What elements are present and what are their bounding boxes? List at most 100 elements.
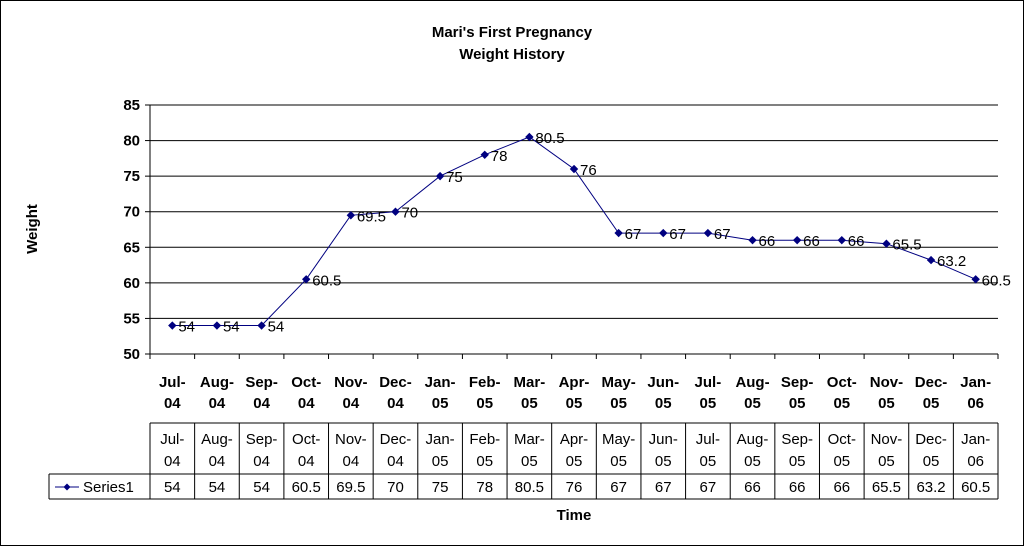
x-tick-label: 05	[878, 395, 895, 412]
table-header-cell: 05	[700, 453, 717, 470]
table-header-cell: Dec-	[380, 431, 412, 448]
y-tick-label: 50	[123, 346, 140, 363]
data-point	[614, 228, 623, 238]
table-value-cell: 66	[789, 479, 806, 496]
data-point	[659, 228, 668, 238]
data-point	[302, 275, 311, 284]
y-tick-label: 65	[123, 239, 140, 256]
table-header-cell: 04	[164, 453, 181, 470]
x-tick-label: Jan-	[960, 374, 991, 391]
x-tick-labels: Jul- 04 Aug- 04 Sep- 04 Oct- 04 Nov- 04 Dec- 04 Jan-…	[159, 374, 991, 412]
x-tick-label: Aug-	[200, 374, 234, 391]
x-tick-label: 05	[744, 395, 761, 412]
table-header-cell: Jan-	[426, 431, 455, 448]
table-header-cell: 05	[923, 453, 940, 470]
data-labels: 54 54 54 60.5 69.5 70 75 78 80.5 76 67 67 67 66 66 66 65…	[178, 130, 1011, 336]
table-header-cell: 05	[610, 453, 627, 470]
x-tick-label: 06	[967, 395, 984, 412]
x-tick-label: 04	[298, 395, 315, 412]
table-value-cell: 78	[476, 479, 493, 496]
table-header-cell: 05	[789, 453, 806, 470]
data-label: 60.5	[982, 272, 1011, 289]
data-point	[480, 150, 489, 160]
data-point	[569, 164, 579, 174]
x-tick-label: 04	[209, 395, 226, 412]
table-header-cell: 04	[253, 453, 270, 470]
legend-marker	[63, 483, 71, 491]
x-tick-label: May-	[602, 374, 636, 391]
x-tick-label: 05	[700, 395, 717, 412]
x-axis-title: Time	[557, 507, 592, 524]
data-point	[792, 235, 802, 245]
x-tick-label: 04	[164, 395, 181, 412]
table-value-cell: 67	[610, 479, 627, 496]
table-header-cell: Feb-	[469, 431, 500, 448]
table-header-cell: 04	[342, 453, 359, 470]
y-tick-label: 75	[123, 168, 140, 185]
x-tick-label: 05	[833, 395, 850, 412]
data-label: 67	[714, 226, 731, 243]
table-header-cell: 04	[298, 453, 315, 470]
x-tick-label: 04	[387, 395, 404, 412]
x-tick-label: Feb-	[469, 374, 501, 391]
x-tick-label: 04	[342, 395, 359, 412]
table-header-cell: 04	[387, 453, 404, 470]
table-header-cell: Sep-	[781, 431, 813, 448]
table-header-cell: Apr-	[560, 431, 588, 448]
table-value-cell: 70	[387, 479, 404, 496]
y-tick-labels: 50 55 60 65 70 75 80 85	[123, 97, 140, 363]
x-tick-label: Dec-	[379, 374, 412, 391]
data-label: 80.5	[535, 130, 564, 147]
table-value-cell: 76	[566, 479, 583, 496]
chart-subtitle: Weight History	[459, 46, 565, 63]
data-label: 69.5	[357, 208, 386, 225]
table-header-cell: May-	[602, 431, 635, 448]
data-label: 54	[223, 319, 240, 336]
data-point	[882, 239, 891, 248]
table-header-cell: Nov-	[871, 431, 903, 448]
data-label: 66	[848, 233, 865, 250]
table-value-cell: 54	[164, 479, 181, 496]
data-point	[168, 321, 177, 330]
series-layer	[168, 132, 980, 330]
x-tick-label: 05	[655, 395, 672, 412]
table-header-cell: Jul-	[160, 431, 184, 448]
table-value-cell: 65.5	[872, 479, 901, 496]
table-header-cell: 05	[476, 453, 493, 470]
data-point	[435, 171, 445, 181]
y-tick-label: 60	[123, 275, 140, 292]
legend-series-name: Series1	[83, 479, 134, 496]
data-label: 76	[580, 162, 597, 179]
x-tick-label: 05	[610, 395, 627, 412]
x-tick-label: Oct-	[291, 374, 321, 391]
table-value-cell: 67	[655, 479, 672, 496]
data-label: 75	[446, 169, 463, 186]
data-point	[346, 211, 356, 220]
data-point	[926, 255, 936, 265]
data-label: 65.5	[892, 237, 921, 254]
x-tick-label: Jul-	[159, 374, 186, 391]
x-tick-label: Jan-	[425, 374, 456, 391]
table-value-cell: 80.5	[515, 479, 544, 496]
table-value-cell: 54	[209, 479, 226, 496]
table-header-cell: Nov-	[335, 431, 367, 448]
x-tick-label: Sep-	[781, 374, 814, 391]
data-point	[837, 235, 846, 245]
data-point	[703, 228, 713, 238]
table-value-cell: 67	[700, 479, 717, 496]
table-header-cell: 05	[878, 453, 895, 470]
table-value-cell: 66	[744, 479, 761, 496]
y-tick-label: 55	[123, 310, 140, 327]
axes	[145, 104, 999, 359]
x-tick-label: 05	[923, 395, 940, 412]
x-tick-label: Nov-	[334, 374, 367, 391]
x-tick-label: Nov-	[870, 374, 903, 391]
data-label: 67	[669, 226, 686, 243]
data-label: 67	[625, 226, 642, 243]
table-value-cell: 66	[833, 479, 850, 496]
table-header-cell: 05	[521, 453, 538, 470]
table-header-cell: Dec-	[915, 431, 947, 448]
table-header-cell: 06	[967, 453, 984, 470]
table-header-cell: Mar-	[514, 431, 545, 448]
table-header-cell: 04	[209, 453, 226, 470]
